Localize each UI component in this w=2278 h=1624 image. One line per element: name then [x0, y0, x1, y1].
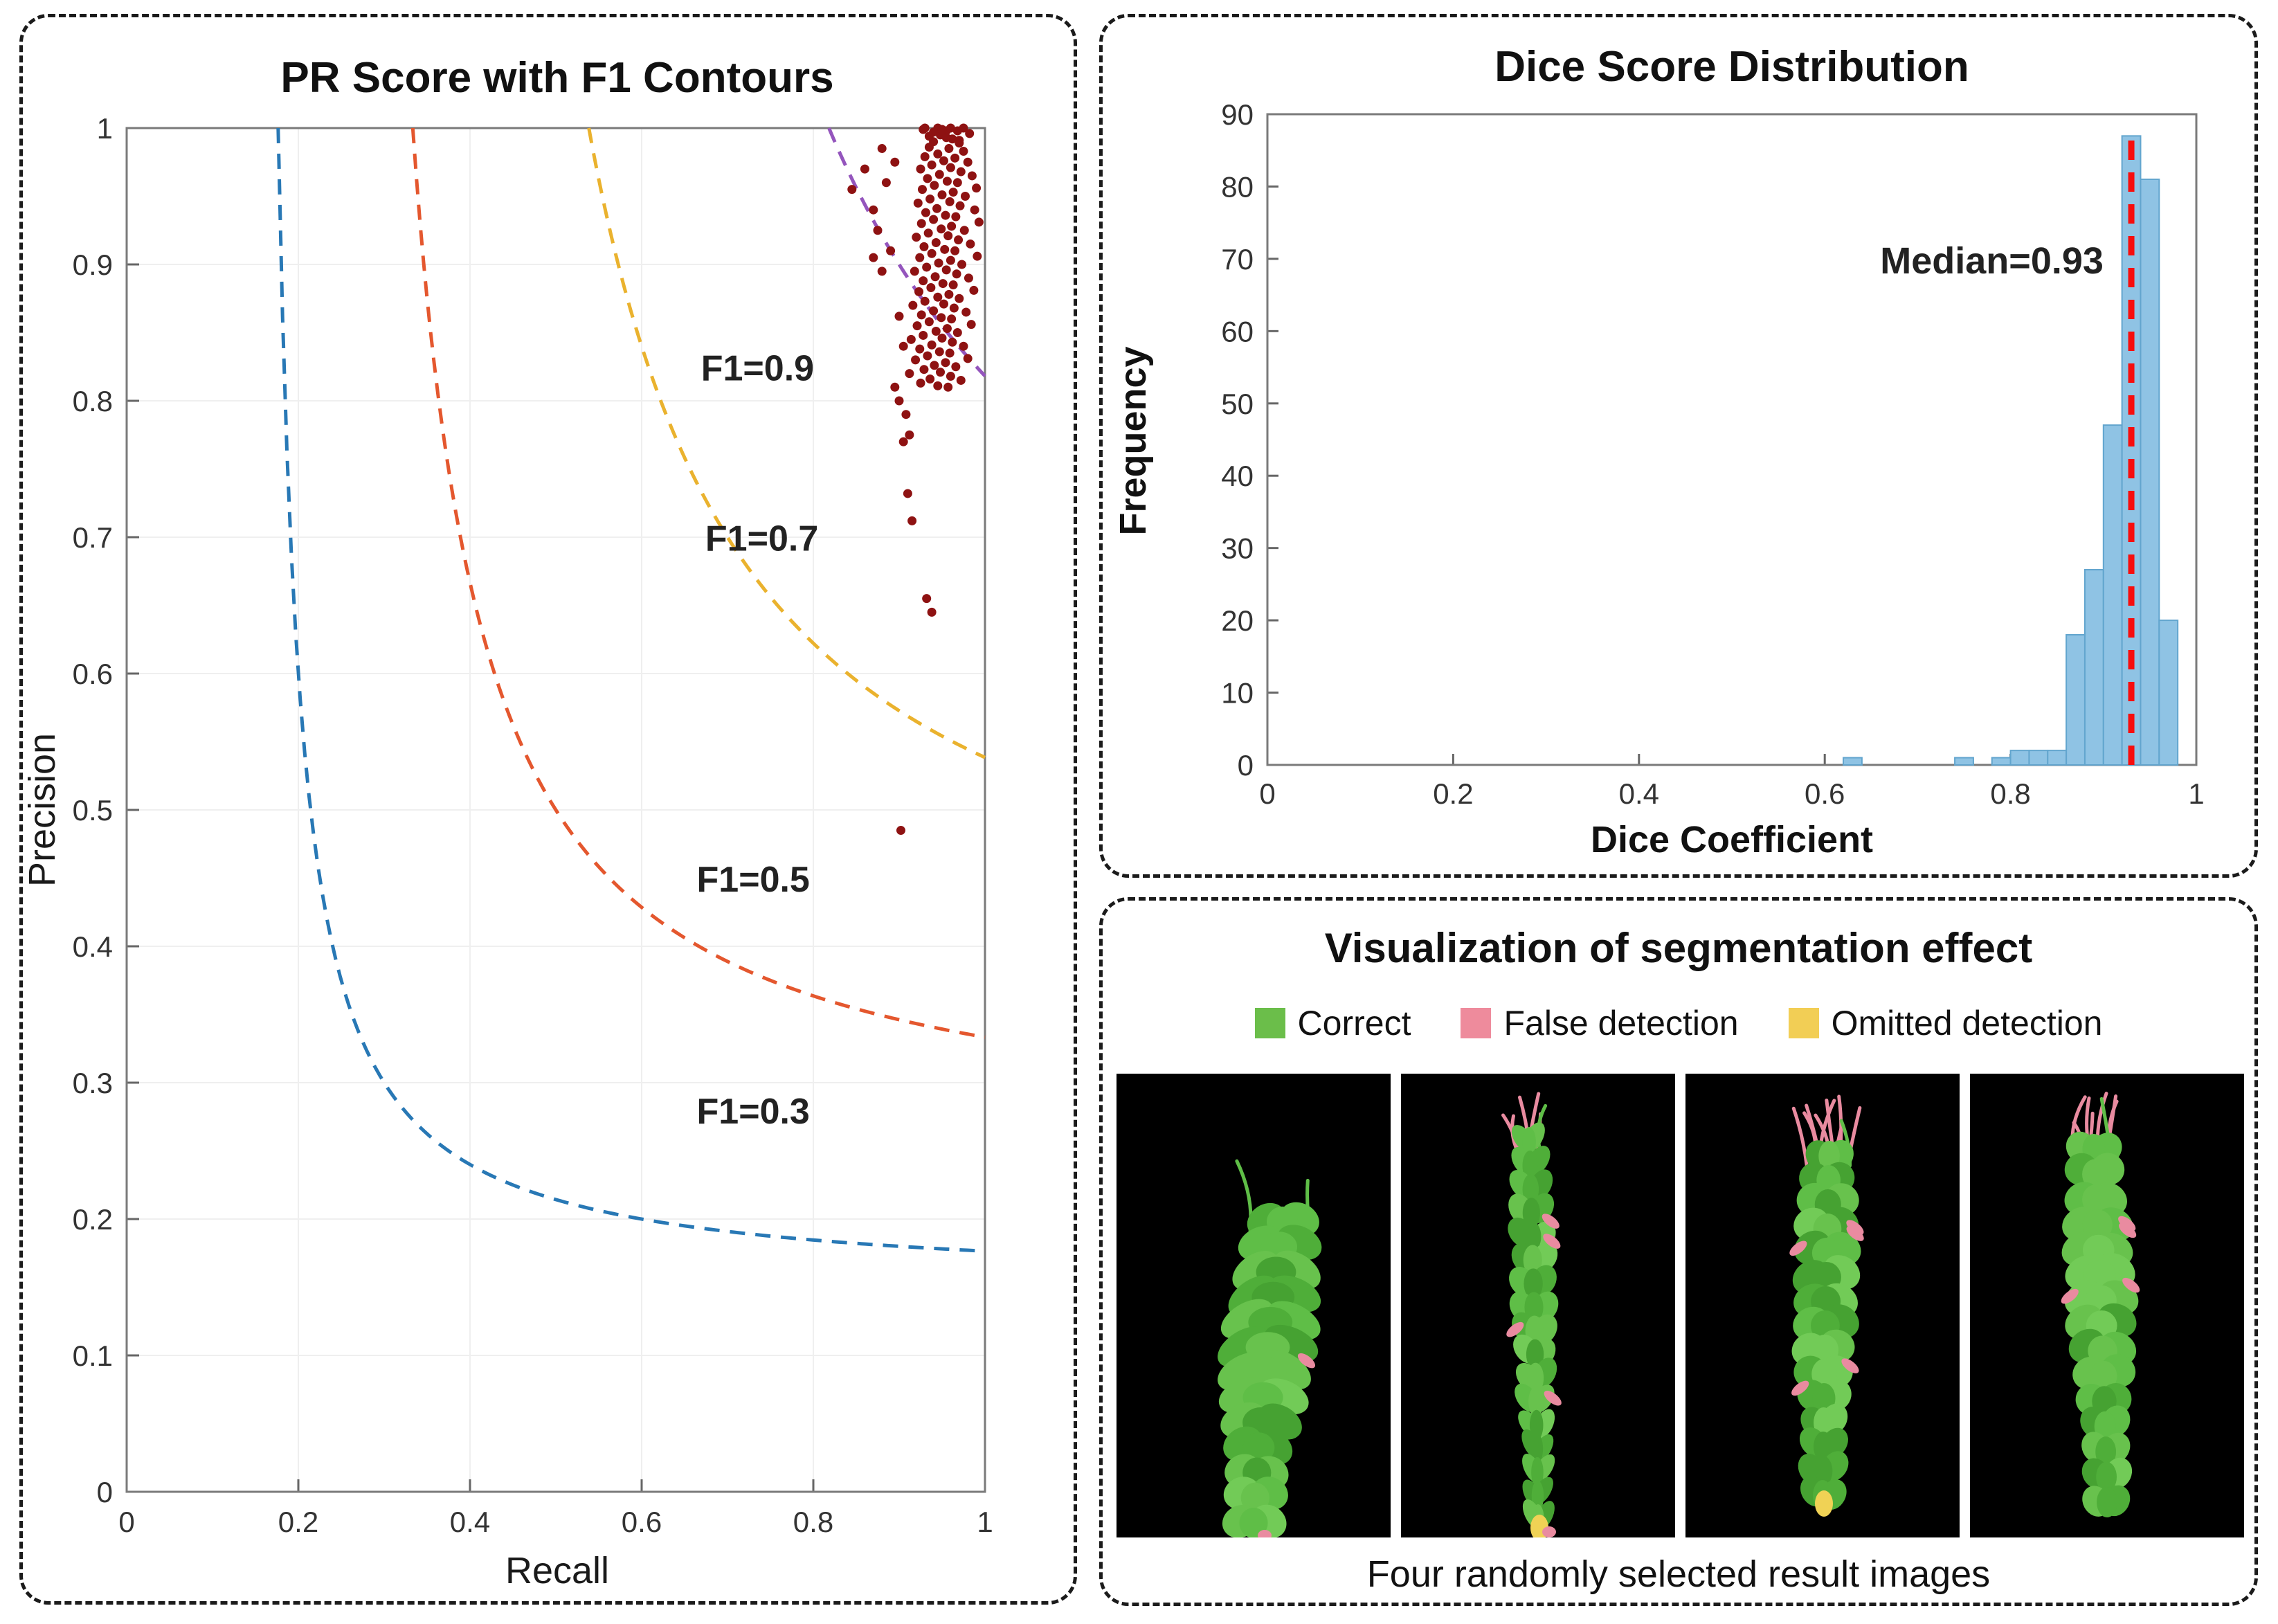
- svg-text:1: 1: [2188, 777, 2204, 810]
- svg-text:0: 0: [118, 1506, 134, 1538]
- result-image-1: [1117, 1074, 1391, 1537]
- wheat-ear: [2061, 1092, 2140, 1517]
- svg-text:70: 70: [1221, 243, 1254, 276]
- pr-panel: 0 0.2 0.4 0.6 0.8 1 0 0.1 0.2 0.3 0.4 0.5 0.6 0.7 0.8 0…: [19, 14, 1077, 1605]
- result-image-2: [1401, 1074, 1675, 1537]
- pr-static-labels: PR Score with F1 Contours Recall Precisi…: [23, 54, 834, 1591]
- legend-item-false-detection: False detection: [1461, 1003, 1739, 1043]
- segmentation-panel: Visualization of segmentation effect Cor…: [1099, 897, 2258, 1606]
- segmentation-images: [1117, 1074, 2245, 1537]
- legend-label-false-detection: False detection: [1503, 1004, 1739, 1043]
- hist-ylabel: Frequency: [1112, 346, 1154, 535]
- hist-static-labels: Dice Score Distribution Dice Coefficient…: [1112, 43, 2104, 860]
- pr-title: PR Score with F1 Contours: [280, 54, 833, 102]
- svg-text:0.7: 0.7: [73, 521, 113, 554]
- svg-text:30: 30: [1221, 532, 1254, 565]
- f1-contour-0.3: [276, 127, 986, 1253]
- correct-swatch-icon: [1254, 1008, 1285, 1038]
- f1-contour-0.9: [827, 127, 986, 377]
- pr-chart: 0 0.2 0.4 0.6 0.8 1 0 0.1 0.2 0.3 0.4 0.5 0.6 0.7 0.8 0…: [23, 54, 993, 1591]
- svg-text:0.2: 0.2: [278, 1506, 318, 1538]
- f1-contour-0.5: [410, 127, 986, 1039]
- svg-text:0.2: 0.2: [73, 1203, 113, 1236]
- segmentation-legend: Correct False detection Omitted detectio…: [1103, 1003, 2254, 1043]
- svg-text:50: 50: [1221, 388, 1254, 420]
- f1-contour-label-0.7: F1=0.7: [705, 519, 818, 559]
- f1-contour-label-0.3: F1=0.3: [697, 1092, 810, 1132]
- svg-text:0.8: 0.8: [1990, 777, 2030, 810]
- svg-text:0.8: 0.8: [73, 385, 113, 417]
- svg-text:90: 90: [1221, 98, 1254, 131]
- legend-item-correct: Correct: [1254, 1003, 1411, 1043]
- svg-text:0: 0: [1259, 777, 1275, 810]
- f1-contour-label-0.9: F1=0.9: [701, 348, 814, 388]
- wheat-ear: [1789, 1094, 1864, 1517]
- f1-contour-label-0.5: F1=0.5: [697, 860, 810, 900]
- svg-text:80: 80: [1221, 170, 1254, 203]
- histogram-bars: [1843, 135, 2179, 766]
- hist-title: Dice Score Distribution: [1494, 43, 1969, 91]
- svg-text:0.2: 0.2: [1433, 777, 1473, 810]
- svg-text:0.3: 0.3: [73, 1067, 113, 1099]
- svg-text:0: 0: [97, 1476, 113, 1508]
- svg-text:0.6: 0.6: [622, 1506, 662, 1538]
- dice-histogram-panel: 0 0.2 0.4 0.6 0.8 1 0 10 20 30 40 50 60 70 80 90 Dice S…: [1099, 14, 2258, 878]
- svg-text:0.1: 0.1: [73, 1339, 113, 1372]
- pr-plot-area: 0 0.2 0.4 0.6 0.8 1 0 0.1 0.2 0.3 0.4 0.5 0.6 0.7 0.8 0…: [73, 112, 993, 1538]
- hist-xlabel: Dice Coefficient: [1591, 819, 1873, 860]
- pr-scatter-points: [847, 123, 984, 836]
- f1-contour-0.7: [587, 127, 986, 759]
- svg-text:0.5: 0.5: [73, 794, 113, 827]
- svg-text:40: 40: [1221, 460, 1254, 492]
- wheat-ear: [1501, 1092, 1562, 1537]
- svg-text:0.6: 0.6: [73, 658, 113, 690]
- svg-text:1: 1: [97, 112, 113, 145]
- median-label: Median=0.93: [1880, 240, 2104, 282]
- wheat-ear-image-2: [1501, 1092, 1562, 1537]
- svg-text:20: 20: [1221, 604, 1254, 637]
- pr-ylabel: Precision: [23, 733, 63, 887]
- svg-text:0.4: 0.4: [1619, 777, 1659, 810]
- legend-label-correct: Correct: [1297, 1004, 1411, 1043]
- legend-label-omitted-detection: Omitted detection: [1831, 1004, 2103, 1043]
- segmentation-caption: Four randomly selected result images: [1366, 1553, 1991, 1595]
- svg-text:1: 1: [977, 1506, 993, 1538]
- omitted-detection-swatch-icon: [1788, 1008, 1819, 1038]
- wheat-ear-image-1: [1218, 1159, 1322, 1537]
- segmentation-title: Visualization of segmentation effect: [1324, 925, 2033, 971]
- svg-text:0.6: 0.6: [1805, 777, 1845, 810]
- svg-text:0.4: 0.4: [73, 930, 113, 963]
- wheat-ear-image-3: [1789, 1094, 1864, 1517]
- svg-text:0.8: 0.8: [793, 1506, 833, 1538]
- result-image-3: [1685, 1074, 1960, 1537]
- legend-item-omitted-detection: Omitted detection: [1788, 1003, 2103, 1043]
- pr-xlabel: Recall: [505, 1550, 609, 1591]
- svg-text:10: 10: [1221, 677, 1254, 710]
- wheat-ear-image-4: [2061, 1092, 2140, 1517]
- wheat-ear: [1218, 1159, 1322, 1537]
- svg-text:60: 60: [1221, 315, 1254, 348]
- result-image-4: [1970, 1074, 2244, 1537]
- svg-text:0: 0: [1238, 749, 1254, 782]
- false-detection-swatch-icon: [1461, 1008, 1492, 1038]
- svg-text:0.9: 0.9: [73, 249, 113, 281]
- svg-text:0.4: 0.4: [450, 1506, 490, 1538]
